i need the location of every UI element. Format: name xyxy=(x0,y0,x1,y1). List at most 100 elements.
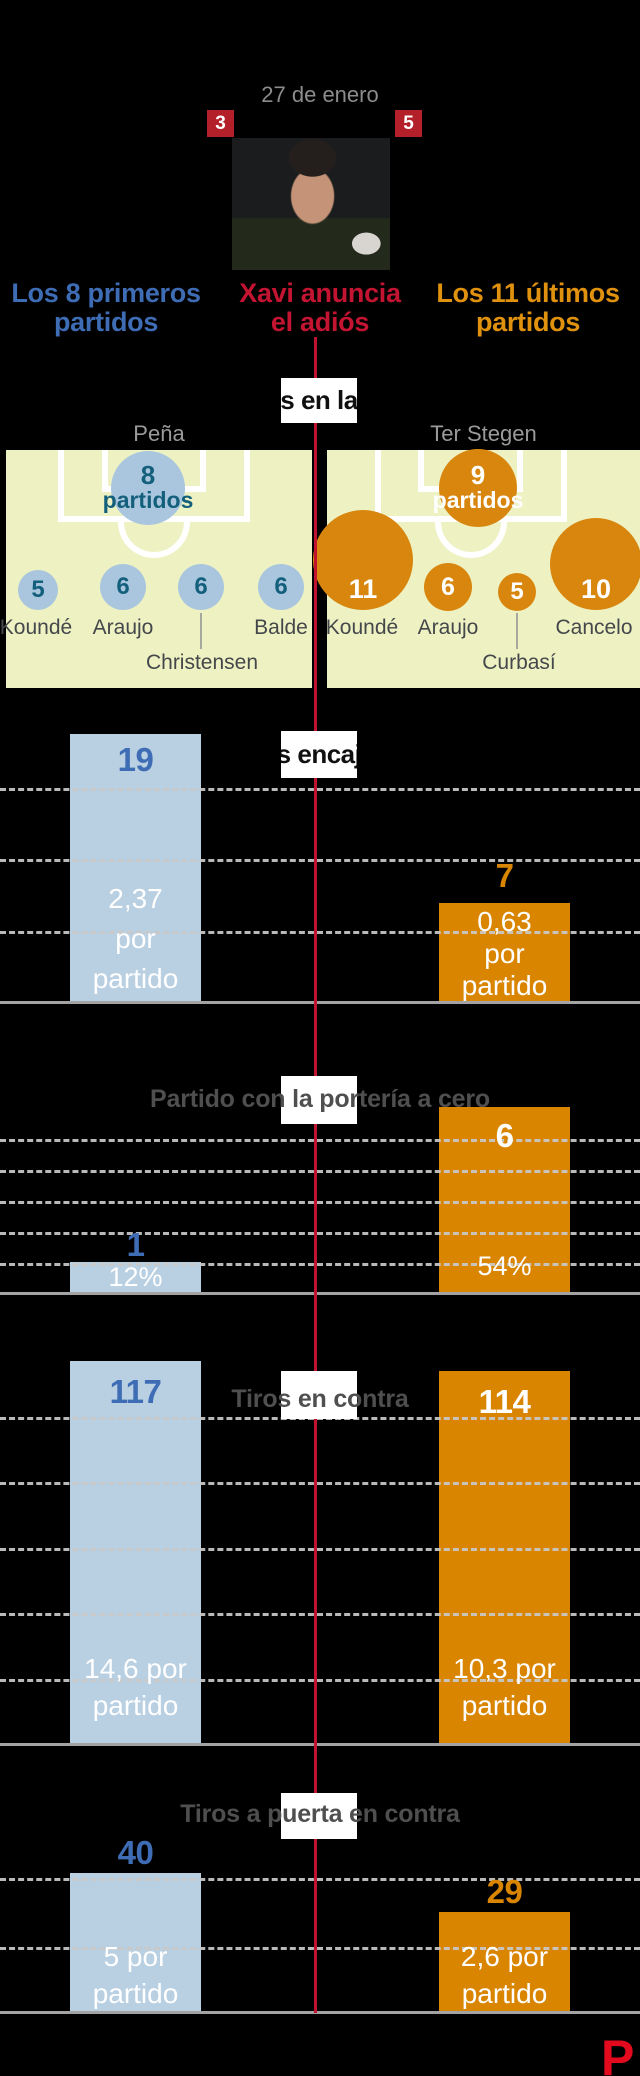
header-right-line2: partidos xyxy=(475,307,581,337)
player-name-balde: Balde xyxy=(254,616,308,639)
timeline-badge-right: 5 xyxy=(395,110,422,137)
bubble-label: partidos xyxy=(102,487,194,513)
gridline xyxy=(0,1139,640,1142)
header-left-line2: partidos xyxy=(53,307,159,337)
chart3-note-first8: 14,6 por partido xyxy=(70,1650,201,1724)
chart2-pct-first8: 12% xyxy=(108,1262,163,1292)
chart1-value-first8: 19 xyxy=(117,741,154,778)
chart3-title-box xyxy=(281,1371,357,1419)
gridline xyxy=(0,1878,640,1881)
gridline xyxy=(0,1201,640,1204)
penalty-arc-line xyxy=(118,522,190,558)
player-circle-kounde: 5 xyxy=(18,570,58,610)
chart4-baseline xyxy=(0,2011,640,2014)
chart1-bar-last11 xyxy=(439,903,570,1001)
player-name-araujo: Araujo xyxy=(92,616,154,639)
player-name-kounde: Koundé xyxy=(325,616,399,639)
player-circle-kounde xyxy=(313,510,413,610)
chart2-bar-first8 xyxy=(70,1262,201,1292)
timeline-divider-line xyxy=(314,337,317,2013)
chart3-title: Tiros en contra xyxy=(231,1385,409,1413)
chart3-value-first8: 117 xyxy=(109,1373,162,1410)
player-circle-christensen: 6 xyxy=(178,564,224,610)
chart2-value-last11: 6 xyxy=(495,1117,514,1154)
note-line: partido xyxy=(461,970,548,1001)
chart3-value-last11: 114 xyxy=(478,1383,531,1420)
gridline xyxy=(0,1232,640,1235)
gridline xyxy=(0,1482,640,1485)
player-name-cancelo: Cancelo xyxy=(555,616,633,639)
pitch-right: 9 partidos 6 5 11 10 Koundé Araujo Cance… xyxy=(313,449,640,688)
chart4-note-last11: 2,6 por partido xyxy=(439,1938,570,2012)
goalkeeper-label-left: Peña xyxy=(133,421,185,446)
gridline xyxy=(0,859,640,862)
penalty-arc-line xyxy=(435,522,507,558)
chart1-note-last11: 0,63 por partido xyxy=(439,906,570,1002)
header-right-line1: Los 11 últimos xyxy=(436,278,620,308)
header-center-line2: el adiós xyxy=(270,307,370,337)
note-line: partido xyxy=(461,1978,548,2009)
chart1-value-last11: 7 xyxy=(495,857,514,894)
curbasi-connector-line xyxy=(516,613,518,649)
player-circle-araujo: 6 xyxy=(100,564,146,610)
chart1-note-first8: 2,37 por partido xyxy=(70,879,201,999)
chart4-value-first8: 40 xyxy=(117,1834,154,1871)
pitch-left: 8 partidos 5 6 6 6 Koundé Araujo Balde C… xyxy=(0,450,312,688)
timeline-badge-left: 3 xyxy=(207,110,234,137)
header-xavi-announcement: Xavi anuncia el adiós xyxy=(213,279,427,337)
gridline xyxy=(0,1679,640,1682)
note-line: 2,37 xyxy=(108,883,163,914)
chart2-pct-last11: 54% xyxy=(477,1251,532,1281)
player-circle-cancelo xyxy=(550,518,640,610)
player-matches-cancelo: 10 xyxy=(580,574,612,604)
chart3-baseline xyxy=(0,1743,640,1746)
chart1-bar-first8 xyxy=(70,734,201,1001)
chart2-bar-last11 xyxy=(439,1107,570,1292)
note-line: por xyxy=(115,923,156,954)
chart1-baseline xyxy=(0,1001,640,1004)
chart2-value-first8: 1 xyxy=(126,1226,145,1263)
note-line: 0,63 xyxy=(477,906,532,937)
header-center-line1: Xavi anuncia xyxy=(239,278,401,308)
player-name-kounde: Koundé xyxy=(0,616,73,639)
gridline xyxy=(0,1613,640,1616)
matches-bubble-right: 9 partidos xyxy=(433,449,523,527)
chart3-note-last11: 10,3 por partido xyxy=(439,1650,570,1724)
note-line: por xyxy=(484,938,525,969)
chart1-title-fragment: s encaj xyxy=(281,739,357,769)
note-line: partido xyxy=(92,1690,179,1721)
chart4-title: Tiros a puerta en contra xyxy=(180,1800,460,1828)
player-name-christensen: Christensen xyxy=(145,651,259,674)
chart1-title-box: s encaj xyxy=(281,731,357,778)
chart4-bar-first8 xyxy=(70,1873,201,2011)
goalkeeper-label-right: Ter Stegen xyxy=(430,421,537,446)
player-circle-araujo: 6 xyxy=(424,563,472,611)
note-line: 5 por xyxy=(103,1941,168,1972)
note-line: partido xyxy=(461,1690,548,1721)
date-label: 27 de enero xyxy=(261,82,379,107)
header-last-11-matches: Los 11 últimos partidos xyxy=(416,279,640,337)
bubble-value: 8 xyxy=(140,460,156,490)
player-name-curbasi: Curbasí xyxy=(482,651,556,674)
chart4-note-first8: 5 por partido xyxy=(70,1938,201,2012)
note-line: 2,6 por xyxy=(460,1941,549,1972)
gridline xyxy=(0,931,640,934)
chart2-title: Partido con la portería a cero xyxy=(150,1085,490,1113)
player-circle-balde: 6 xyxy=(258,564,304,610)
periodico-logo: P xyxy=(601,2030,635,2076)
header-left-line1: Los 8 primeros xyxy=(11,278,201,308)
chart2-title-box xyxy=(281,1076,357,1124)
header-first-8-matches: Los 8 primeros partidos xyxy=(0,279,212,337)
gridline xyxy=(0,1263,640,1266)
note-line: 14,6 por xyxy=(84,1653,187,1684)
matches-bubble-left: 8 partidos xyxy=(103,451,193,525)
note-line: 10,3 por xyxy=(453,1653,556,1684)
player-name-araujo: Araujo xyxy=(417,616,479,639)
bubble-value: 9 xyxy=(470,460,486,490)
chart2-baseline xyxy=(0,1292,640,1295)
chart4-bar-last11 xyxy=(439,1912,570,2011)
gridline xyxy=(0,1170,640,1173)
note-line: partido xyxy=(92,1978,179,2009)
defense-title-box: s en la xyxy=(281,378,357,423)
